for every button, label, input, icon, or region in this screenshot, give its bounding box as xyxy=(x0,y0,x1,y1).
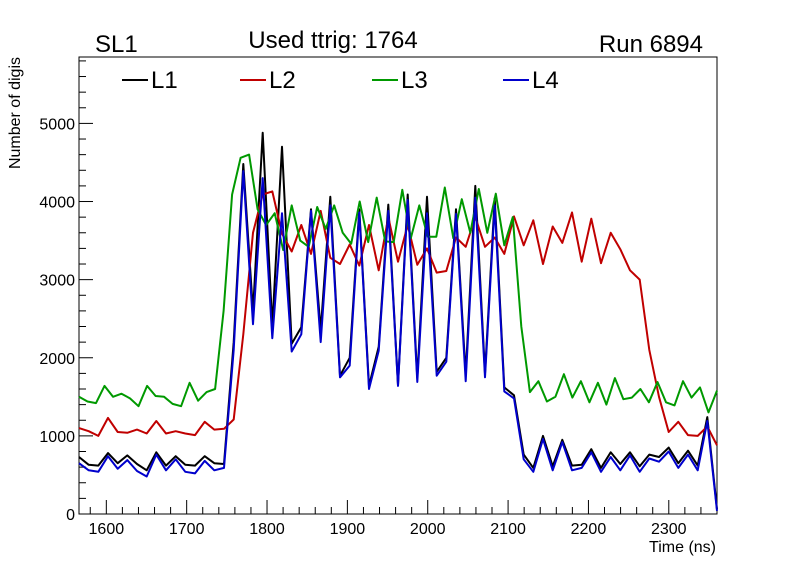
chart-title: Used ttrig: 1764 xyxy=(248,27,417,54)
legend-label-l2: L2 xyxy=(269,67,296,94)
x-axis-label: Time (ns) xyxy=(649,539,716,556)
x-tick-label: 1700 xyxy=(169,521,205,538)
x-tick-label: 1900 xyxy=(330,521,366,538)
x-tick-label: 1800 xyxy=(249,521,285,538)
x-tick-label: 2100 xyxy=(490,521,526,538)
chart-label-right: Run 6894 xyxy=(599,31,703,58)
y-tick-label: 4000 xyxy=(39,195,75,212)
series-line-l3 xyxy=(78,153,718,414)
y-tick-label: 3000 xyxy=(39,273,75,290)
tick-labels: 1600 1700 1800 1900 2000 2100 2200 2300 0 1000 200… xyxy=(39,116,686,538)
legend-label-l4: L4 xyxy=(532,67,559,94)
y-tick-label: 2000 xyxy=(39,351,75,368)
series-layer xyxy=(78,131,718,512)
x-tick-label: 1600 xyxy=(89,521,125,538)
y-tick-label: 1000 xyxy=(39,429,75,446)
legend-label-l3: L3 xyxy=(401,67,428,94)
x-tick-label: 2000 xyxy=(410,521,446,538)
y-axis-label: Number of digis xyxy=(7,57,24,169)
chart-label-left: SL1 xyxy=(95,31,138,58)
legend: L1 L2 L3 L4 xyxy=(122,67,559,94)
y-tick-label: 5000 xyxy=(39,116,75,133)
series-line-l1 xyxy=(78,131,718,510)
legend-label-l1: L1 xyxy=(151,67,178,94)
series-line-l2 xyxy=(78,190,718,446)
y-tick-label: 0 xyxy=(66,507,75,524)
series-line-l4 xyxy=(78,170,718,512)
axis-ticks xyxy=(79,60,718,515)
x-tick-label: 2300 xyxy=(651,521,687,538)
x-tick-label: 2200 xyxy=(571,521,607,538)
plot-frame xyxy=(78,56,718,515)
